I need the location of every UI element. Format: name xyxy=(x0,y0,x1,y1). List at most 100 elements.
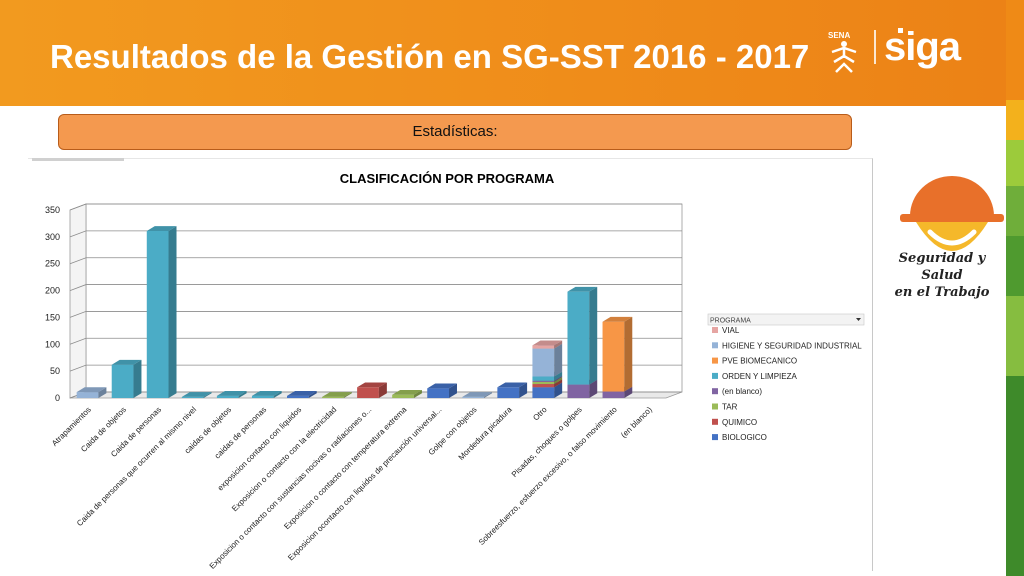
bar-front xyxy=(567,384,590,398)
bar-side xyxy=(273,391,282,398)
bar-top xyxy=(216,391,247,396)
bar-side xyxy=(554,343,563,377)
bar-segment xyxy=(146,226,177,398)
bar-top xyxy=(497,382,528,388)
bar-front xyxy=(146,230,169,398)
bar-side xyxy=(413,389,422,398)
y-tick-label: 200 xyxy=(45,286,60,296)
y-tick-label: 250 xyxy=(45,259,60,269)
bar-front xyxy=(357,387,379,398)
chart-frame xyxy=(28,158,873,571)
gridline xyxy=(69,203,682,211)
bar-segment xyxy=(76,387,107,398)
bar-top xyxy=(181,392,212,397)
y-tick-label: 150 xyxy=(45,312,60,322)
bar-segment xyxy=(216,391,247,398)
sena-logo: SENA xyxy=(828,31,857,73)
legend-label: QUIMICO xyxy=(722,418,757,427)
bar-segment xyxy=(251,391,282,398)
legend-item: PVE BIOMECANICO xyxy=(712,357,797,366)
bar-front xyxy=(567,291,590,385)
siga-logo: siga xyxy=(884,25,963,69)
bar-top xyxy=(567,286,598,292)
x-tick-label: Exposicion o contacto con temperatura ex… xyxy=(282,405,409,532)
bar-side xyxy=(554,340,563,349)
legend-label: PVE BIOMECANICO xyxy=(722,357,797,366)
legend-swatch xyxy=(712,418,718,425)
bar-top xyxy=(146,226,177,231)
legend-label: TAR xyxy=(722,403,738,412)
legend-item: TAR xyxy=(712,403,738,412)
legend-item: HIGIENE Y SEGURIDAD INDUSTRIAL xyxy=(712,341,862,350)
bar-front xyxy=(497,387,520,398)
x-tick-label: Otro xyxy=(531,405,549,423)
bar-front xyxy=(427,388,449,398)
bar-side xyxy=(203,392,212,398)
legend-header-label: PROGRAMA xyxy=(710,318,751,325)
bar-top xyxy=(251,391,282,396)
bar-segment xyxy=(427,383,457,398)
bar-side xyxy=(589,379,598,398)
bar-segment xyxy=(567,286,598,385)
bar-side xyxy=(554,379,563,388)
bar-front xyxy=(602,391,625,398)
bar-segment xyxy=(532,343,563,377)
bar-side xyxy=(343,392,352,398)
bar-top xyxy=(462,392,493,397)
bar-front xyxy=(287,395,309,398)
bar-top xyxy=(287,391,317,396)
sena-logo-text: SENA xyxy=(828,31,850,40)
bar-segment xyxy=(392,389,422,398)
chart-bars xyxy=(76,226,633,398)
legend-label: VIAL xyxy=(722,326,740,335)
legend-swatch xyxy=(712,327,718,333)
bar-top xyxy=(357,382,387,388)
chart-axes: 0 50 100 150 200 250 300 350 xyxy=(45,205,60,403)
bar-segment xyxy=(181,392,212,398)
chart-title: CLASIFICACIÓN POR PROGRAMA xyxy=(340,171,555,186)
chart-side-wall xyxy=(69,203,87,399)
bar-front xyxy=(181,396,204,398)
y-tick-label: 350 xyxy=(45,205,60,215)
sst-logo-line1: Seguridad y Salud xyxy=(898,251,986,283)
statistics-banner: Estadísticas: xyxy=(58,114,852,150)
bar-segment xyxy=(462,392,493,398)
bar-side xyxy=(624,386,633,398)
bar-side xyxy=(554,382,563,398)
legend-item: QUIMICO xyxy=(712,418,757,427)
chart-gridlines xyxy=(69,203,683,399)
bar-segment xyxy=(287,391,317,398)
gridline xyxy=(69,257,682,265)
bar-front xyxy=(602,321,625,392)
legend-item: (en blanco) xyxy=(712,387,762,396)
legend-header-dropdown[interactable]: PROGRAMA xyxy=(707,313,865,326)
bar-side xyxy=(238,391,247,398)
legend-label: HIGIENE Y SEGURIDAD INDUSTRIAL xyxy=(722,341,862,350)
logo-divider xyxy=(874,30,876,64)
sst-logo-text: Seguridad y Salud en el Trabajo xyxy=(880,250,1004,301)
legend-swatch xyxy=(712,388,718,395)
bar-front xyxy=(462,396,485,398)
bar-top xyxy=(427,383,457,389)
bar-segment xyxy=(497,382,528,398)
gridline xyxy=(69,311,682,318)
bar-top xyxy=(111,359,142,365)
x-tick-label: Exposicion o contacto con sustancias noc… xyxy=(208,405,374,571)
gridline xyxy=(69,230,682,238)
bar-top xyxy=(602,316,633,322)
legend-swatch xyxy=(712,357,718,364)
legend-swatch xyxy=(712,342,718,349)
legend-label: ORDEN Y LIMPIEZA xyxy=(722,372,798,381)
page-title: Resultados de la Gestión en SG-SST 2016 … xyxy=(50,38,810,75)
bar-front xyxy=(532,380,555,382)
y-tick-label: 0 xyxy=(55,393,60,403)
legend-item: ORDEN Y LIMPIEZA xyxy=(712,372,798,381)
bar-front xyxy=(532,384,555,388)
chevron-down-icon xyxy=(856,318,861,321)
bar-side xyxy=(554,376,563,382)
bar-front xyxy=(532,387,555,398)
bar-side xyxy=(554,377,563,385)
bar-side xyxy=(378,382,387,398)
